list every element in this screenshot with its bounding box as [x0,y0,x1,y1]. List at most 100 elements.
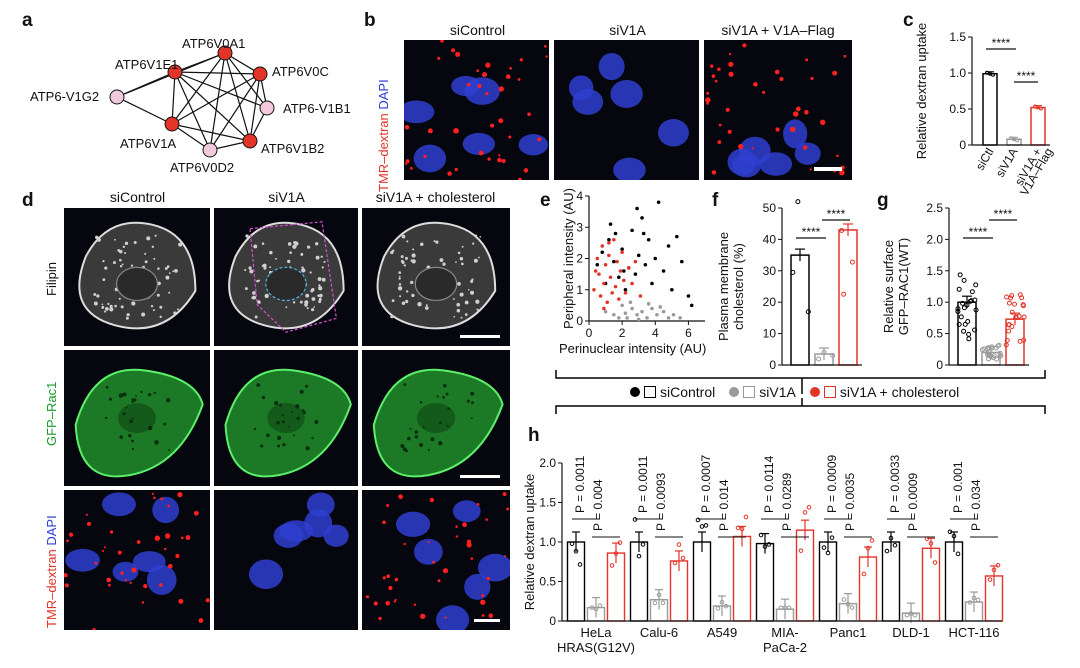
filipin-spot [141,312,146,317]
legend-label: siV1A + cholesterol [839,384,960,400]
filipin-spot [156,293,160,297]
dextran-spot [497,157,502,163]
filipin-spot [406,240,409,243]
d-filipin-sicontrol [64,208,210,346]
filipin-spot [318,286,323,291]
gfp-vesicle [314,419,319,424]
gfp-vesicle [119,435,124,439]
network-node-label: ATP6V0A1 [182,36,245,51]
gfp-vesicle [260,444,264,448]
data-point [656,592,662,598]
filipin-spot [256,279,259,283]
nucleus [464,573,491,600]
filipin-spot [119,258,122,262]
gfp-vesicle [438,441,443,446]
y-tick-label: 40 [763,232,777,246]
data-point [1006,328,1012,334]
filipin-spot [133,241,137,245]
b-image-siv1a-flag [704,40,852,180]
dextran-spot [485,92,489,96]
b-col-title-2: siV1A [609,22,646,38]
y-tick-label: 4 [576,189,583,203]
network-edge [171,73,261,125]
dextran-spot [804,109,809,115]
filipin-spot [400,259,404,263]
filipin-spot [122,245,126,249]
dextran-spot [523,168,529,173]
data-point [1013,314,1019,320]
y-axis-label: Plasma membrane [716,232,731,341]
filipin-spot [317,294,320,297]
b-col-title-1: siControl [449,22,506,38]
dextran-spot [398,494,403,500]
filipin-spot [405,290,409,293]
y-tick-label: 0.5 [949,102,966,116]
nucleus [794,142,821,165]
scatter-point [678,316,682,320]
gfp-vesicle [131,447,135,451]
b-col-title-3: siV1A + V1A–Flag [721,22,835,38]
dextran-spot [487,157,491,161]
y-axis-label: GFP–RAC1(WT) [896,238,911,336]
filipin-spot [177,308,179,311]
dextran-spot [131,567,137,573]
scatter-point [622,278,626,283]
data-point [1008,295,1014,301]
dextran-spot [485,62,491,68]
data-point [617,540,623,545]
x-tick-label: Calu-6 [640,625,678,640]
filipin-spot [102,260,105,263]
gfp-vesicle [470,391,475,396]
pvalue-label: P = 0.034 [969,479,983,531]
data-point [739,526,745,532]
dextran-spot [455,51,461,57]
scatter-point [653,256,658,261]
scatter-point [603,262,608,267]
gfp-vesicle [133,398,137,402]
dextran-spot [432,560,436,564]
data-point [758,532,764,538]
dextran-spot [725,107,730,112]
legend-item-siv1a: siV1A [729,384,796,400]
filipin-spot [309,271,312,274]
scatter-point [607,241,611,245]
filipin-spot [93,301,98,306]
data-point [640,542,646,547]
scatter-point [686,294,691,298]
filipin-spot [112,261,116,265]
dextran-spot [792,111,799,117]
gfp-vesicle [128,433,132,438]
dextran-spot [143,584,148,589]
filipin-spot [478,256,480,259]
gfp-vesicle [266,433,270,438]
dextran-spot [205,598,210,603]
scatter-point [620,247,624,251]
significance-label: **** [994,207,1013,221]
x-tick-label: HeLa [580,625,612,640]
gfp-vesicle [442,395,445,399]
filipin-spot [412,248,415,251]
data-point [589,605,595,610]
dextran-spot [393,600,396,603]
data-point [660,600,666,606]
dextran-spot [136,540,141,544]
data-point [960,300,966,306]
data-point [998,353,1004,359]
y-tick-label: 30 [763,264,777,278]
dextran-spot [404,162,408,165]
bar [982,72,998,146]
data-point [971,595,977,601]
d-row-label-red: TMR–dextran [44,549,59,628]
dextran-spot [508,135,512,139]
network-edge [209,52,226,151]
gfp-vesicle [282,443,286,447]
filipin-spot [165,275,170,280]
scatter-point [646,302,651,306]
scatter-point [615,259,619,264]
scatter-point [617,275,621,280]
y-tick-label: 2.0 [926,232,943,246]
filipin-spot [96,294,100,298]
nucleus [146,564,177,595]
gfp-vesicle [293,434,296,437]
filipin-spot [452,298,455,300]
